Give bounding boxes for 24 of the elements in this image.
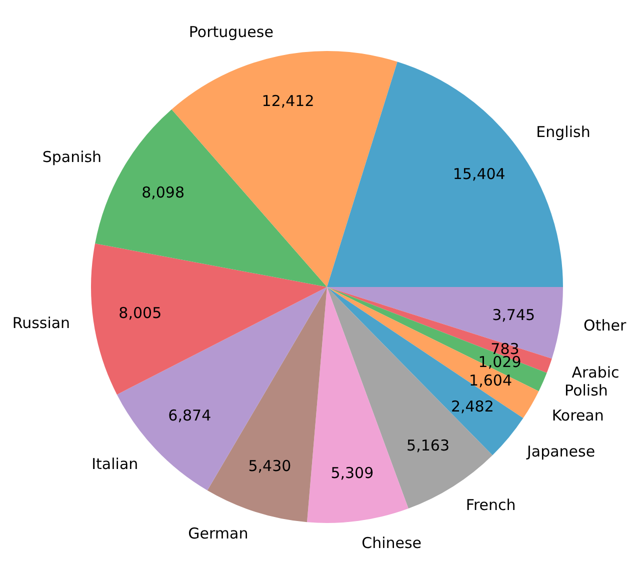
slice-label: French [466, 496, 516, 514]
data-label: 1,604 [469, 371, 512, 390]
data-label: 12,412 [262, 92, 314, 110]
slice-label: Japanese [526, 442, 596, 460]
slice-label: Other [584, 316, 627, 335]
data-label: 3,745 [492, 306, 536, 324]
slice-label: Chinese [362, 534, 422, 552]
slice-label: German [188, 524, 248, 542]
slice-label: English [536, 123, 590, 142]
data-label: 6,874 [168, 406, 212, 424]
slice-label: Russian [12, 314, 70, 332]
data-label: 5,430 [248, 456, 292, 475]
data-label: 8,005 [118, 304, 162, 322]
data-label: 5,309 [330, 464, 374, 482]
data-label: 5,163 [406, 436, 450, 454]
slice-label: Italian [92, 455, 138, 474]
data-label: 8,098 [142, 183, 185, 202]
slice-label: Arabic [572, 364, 620, 382]
slice-label: Korean [552, 406, 604, 425]
slice-label: Portuguese [188, 22, 274, 41]
data-label: 2,482 [450, 397, 494, 416]
slice-label: Spanish [42, 148, 102, 166]
data-label: 15,404 [452, 165, 506, 184]
slice-label: Polish [564, 382, 608, 400]
